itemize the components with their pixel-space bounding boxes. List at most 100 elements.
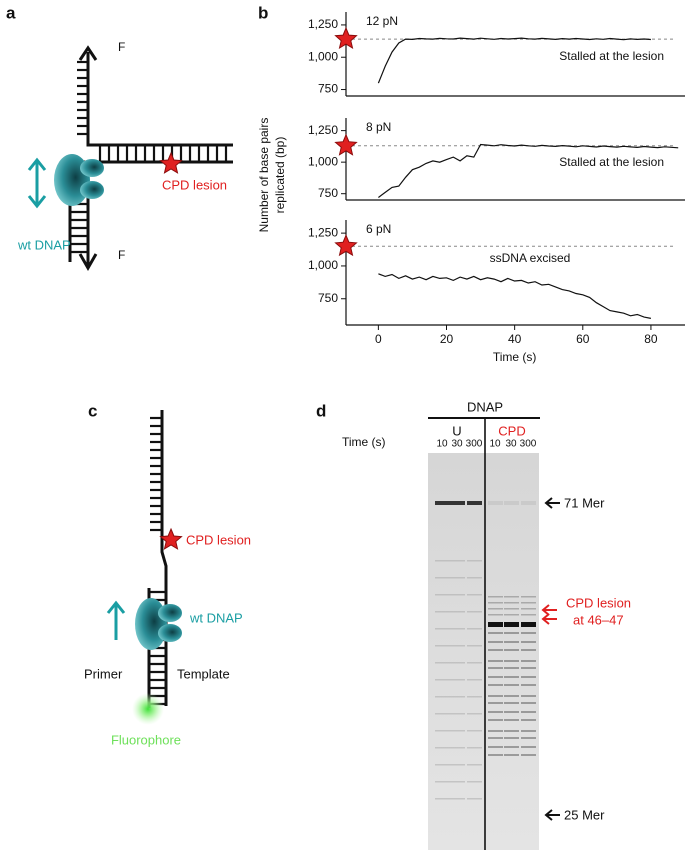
- panel-letter: b: [258, 3, 268, 22]
- band: [504, 596, 519, 598]
- trace: [377, 37, 651, 84]
- band: [435, 611, 450, 613]
- lesion-label: CPD lesion: [162, 177, 227, 192]
- lesion-star: [159, 527, 183, 550]
- band: [467, 764, 482, 766]
- band: [450, 577, 465, 579]
- band: [467, 662, 482, 664]
- strand: [86, 52, 233, 147]
- band: [521, 660, 536, 662]
- fluorophore-dot: [132, 693, 164, 725]
- band: [521, 501, 536, 505]
- marker-label: 71 Mer: [564, 495, 605, 510]
- band: [450, 713, 465, 715]
- band: [467, 577, 482, 579]
- band: [450, 628, 465, 630]
- band: [435, 662, 450, 664]
- band: [504, 695, 519, 697]
- band: [467, 645, 482, 647]
- annotation: Stalled at the lesion: [559, 155, 664, 169]
- y-tick-label: 1,250: [308, 123, 338, 137]
- band: [504, 501, 519, 505]
- y-tick-label: 750: [318, 186, 338, 200]
- band: [521, 719, 536, 721]
- band: [504, 684, 519, 686]
- panel-letter: a: [6, 3, 16, 22]
- band: [521, 684, 536, 686]
- y-axis-label: replicated (bp): [273, 137, 287, 214]
- panel-c-diagram: CPD lesion wt DNAP Primer Template Fluor…: [84, 410, 251, 747]
- band: [504, 730, 519, 732]
- band: [488, 608, 503, 610]
- band: [504, 632, 519, 634]
- band: [450, 560, 465, 562]
- band: [521, 746, 536, 748]
- panel-letter: c: [88, 401, 97, 420]
- trace: [378, 143, 679, 198]
- lane-label: 10: [489, 439, 501, 450]
- lane-label: 30: [451, 439, 463, 450]
- band: [504, 711, 519, 713]
- panel-a-diagram: F F CPD lesion wt DNAP: [17, 40, 233, 272]
- group-label: CPD: [498, 423, 525, 438]
- band: [435, 628, 450, 630]
- lesion-label: CPD lesion: [186, 532, 251, 547]
- band: [521, 614, 536, 616]
- band: [488, 649, 503, 651]
- marker-arrow: [544, 809, 560, 821]
- band: [467, 594, 482, 596]
- y-tick-label: 1,000: [308, 49, 338, 63]
- base-pairs: [70, 60, 228, 254]
- band: [488, 614, 503, 616]
- band: [521, 632, 536, 634]
- band: [435, 713, 450, 715]
- band: [521, 711, 536, 713]
- band: [521, 602, 536, 604]
- band: [488, 660, 503, 662]
- x-tick-label: 60: [576, 332, 590, 346]
- group-label: U: [452, 423, 461, 438]
- y-tick-label: 1,250: [308, 17, 338, 31]
- lesion-arrow: [541, 604, 557, 625]
- band: [435, 560, 450, 562]
- band: [521, 695, 536, 697]
- band: [504, 754, 519, 756]
- band: [488, 596, 503, 598]
- band: [504, 602, 519, 604]
- band: [488, 501, 503, 505]
- band: [521, 622, 536, 627]
- band: [450, 747, 465, 749]
- y-tick-label: 1,250: [308, 225, 338, 239]
- band: [488, 667, 503, 669]
- template-label: Template: [177, 666, 230, 681]
- band: [504, 719, 519, 721]
- lane-label: 30: [505, 439, 517, 450]
- band: [521, 676, 536, 678]
- band: [467, 628, 482, 630]
- band: [488, 695, 503, 697]
- chart-title: 8 pN: [366, 120, 391, 134]
- band: [488, 730, 503, 732]
- band: [435, 679, 450, 681]
- band: [488, 746, 503, 748]
- lesion-star: [334, 234, 358, 257]
- band: [435, 594, 450, 596]
- marker-arrow: [544, 497, 560, 509]
- band: [521, 667, 536, 669]
- band: [504, 676, 519, 678]
- y-axis-label: Number of base pairs: [257, 118, 271, 233]
- marker-label: 25 Mer: [564, 807, 605, 822]
- band: [450, 798, 465, 800]
- band: [504, 667, 519, 669]
- band: [435, 696, 450, 698]
- y-tick-label: 1,000: [308, 258, 338, 272]
- band: [450, 730, 465, 732]
- band: [488, 754, 503, 756]
- band: [488, 684, 503, 686]
- gel-image: [428, 453, 539, 850]
- lesion-star: [334, 133, 358, 156]
- band: [435, 645, 450, 647]
- band: [467, 560, 482, 562]
- band: [488, 602, 503, 604]
- band: [488, 711, 503, 713]
